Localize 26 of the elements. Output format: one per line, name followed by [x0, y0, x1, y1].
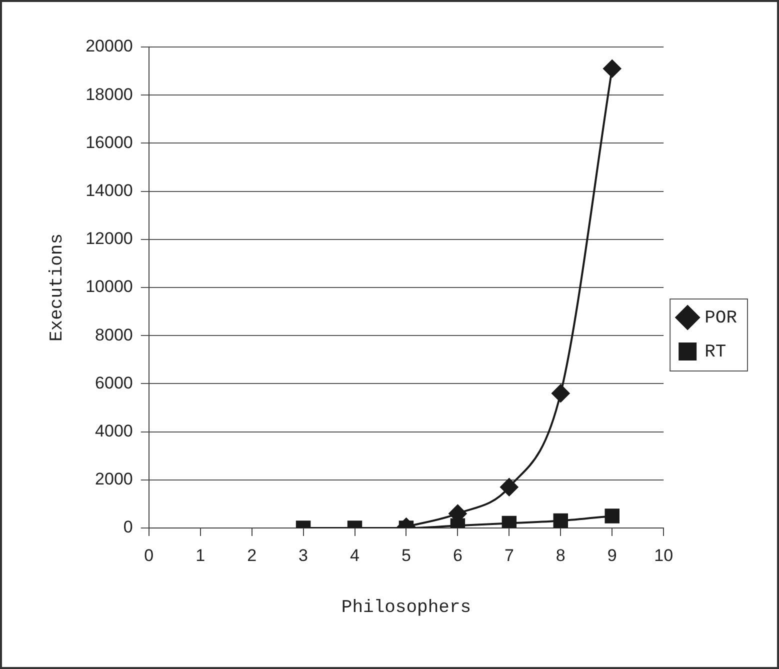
x-tick-label: 1: [196, 546, 206, 565]
y-tick-label: 4000: [95, 421, 133, 440]
y-tick-label: 14000: [86, 180, 133, 200]
x-tick-label: 2: [247, 546, 257, 565]
x-tick-label: 7: [504, 546, 514, 565]
x-tick-label: 0: [144, 546, 154, 565]
x-tick-label: 10: [654, 546, 674, 565]
y-tick-label: 8000: [95, 325, 133, 344]
x-tick-label: 9: [607, 546, 617, 565]
x-tick-label: 6: [452, 546, 462, 565]
y-tick-label: 20000: [86, 36, 133, 56]
y-tick-label: 12000: [86, 229, 133, 248]
legend-label: RT: [704, 342, 726, 362]
x-tick-label: 5: [402, 546, 411, 565]
y-tick-label: 2000: [95, 470, 133, 489]
legend-label: POR: [704, 308, 738, 328]
x-axis-title: Philosophers: [341, 598, 472, 618]
y-tick-label: 10000: [86, 277, 133, 296]
y-axis-title: Executions: [48, 233, 68, 342]
y-tick-label: 6000: [95, 373, 133, 392]
x-tick-label: 4: [350, 546, 360, 565]
x-tick-label: 3: [298, 546, 308, 565]
y-tick-label: 0: [123, 518, 133, 537]
x-tick-label: 8: [556, 546, 566, 565]
y-tick-label: 18000: [86, 84, 133, 104]
y-tick-label: 16000: [86, 132, 133, 152]
